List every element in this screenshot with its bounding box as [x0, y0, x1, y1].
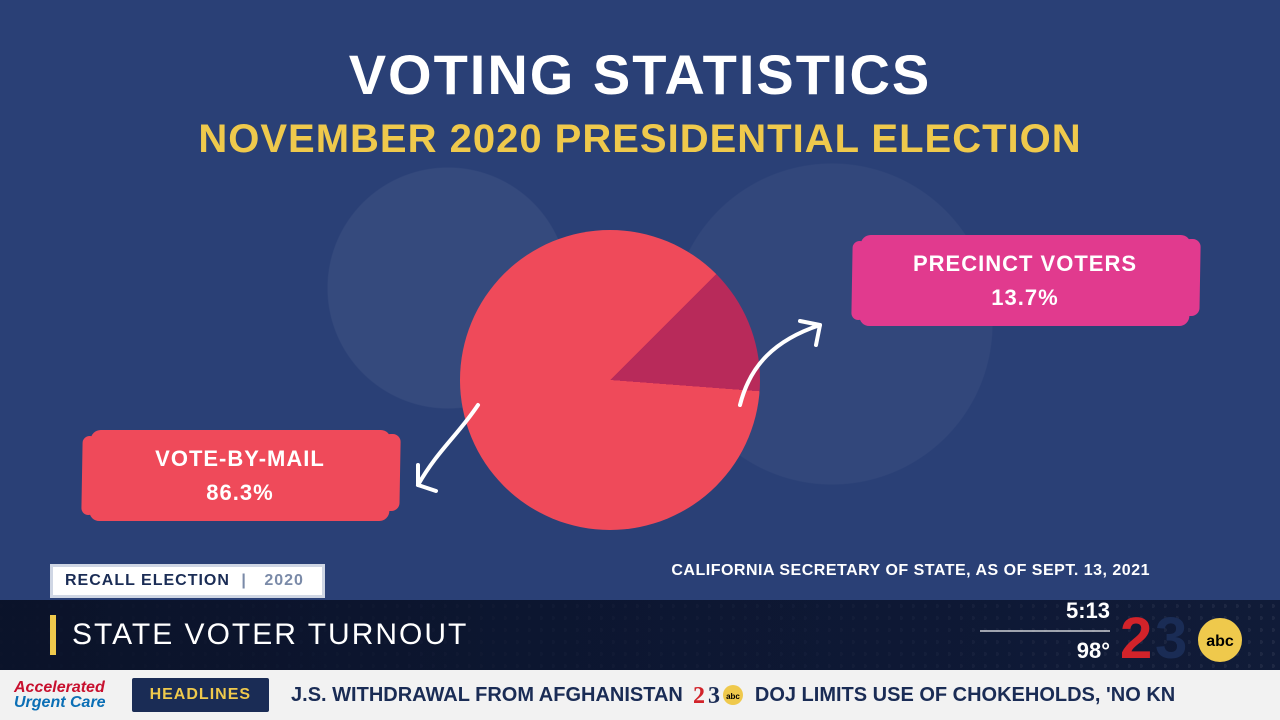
svg-text:3: 3	[1155, 606, 1187, 671]
title-line2: NOVEMBER 2020 PRESIDENTIAL ELECTION	[0, 117, 1280, 162]
ticker-item: DOJ LIMITS USE OF CHOKEHOLDS, 'NO KN	[745, 684, 1185, 707]
pie-chart	[460, 230, 760, 530]
time-temp-divider	[980, 630, 1110, 632]
time-temp: 5:13 98°	[980, 598, 1110, 664]
station-logo-icon: 2 3 abc	[1120, 606, 1250, 672]
label-precinct: PRECINCT VOTERS 13.7%	[860, 235, 1190, 326]
election-tag-year: 2020	[258, 572, 310, 589]
label-precinct-title: PRECINCT VOTERS	[884, 249, 1166, 279]
sponsor-line1: Accelerated	[14, 680, 105, 695]
election-tag-primary: RECALL ELECTION	[65, 572, 230, 589]
svg-text:3: 3	[708, 683, 720, 709]
ticker-mini-logo: 2 3 abc	[693, 681, 745, 709]
clock-time: 5:13	[980, 598, 1110, 624]
label-vbm-title: VOTE-BY-MAIL	[114, 444, 366, 474]
lower-third-title: STATE VOTER TURNOUT	[72, 618, 468, 652]
main-title: VOTING STATISTICS NOVEMBER 2020 PRESIDEN…	[0, 42, 1280, 162]
station-logo-icon: 2 3 abc	[693, 681, 745, 709]
label-precinct-value: 13.7%	[884, 283, 1166, 313]
source-attribution: CALIFORNIA SECRETARY OF STATE, AS OF SEP…	[671, 562, 1150, 580]
temperature: 98°	[980, 638, 1110, 664]
label-vbm: VOTE-BY-MAIL 86.3%	[90, 430, 390, 521]
svg-text:abc: abc	[726, 692, 740, 701]
election-tag-divider: |	[235, 572, 252, 589]
ticker-label: HEADLINES	[132, 678, 269, 712]
svg-text:2: 2	[1120, 606, 1152, 671]
title-line1: VOTING STATISTICS	[0, 42, 1280, 107]
arrow-icon	[720, 305, 840, 425]
broadcast-frame: VOTING STATISTICS NOVEMBER 2020 PRESIDEN…	[0, 0, 1280, 720]
station-logo: 2 3 abc	[1120, 606, 1250, 672]
news-ticker: Accelerated Urgent Care HEADLINES J.S. W…	[0, 670, 1280, 720]
pie-graphic	[460, 230, 760, 530]
label-vbm-value: 86.3%	[114, 478, 366, 508]
election-tag: RECALL ELECTION | 2020	[50, 564, 325, 598]
ticker-sponsor: Accelerated Urgent Care	[0, 680, 120, 710]
arrow-icon	[398, 395, 498, 515]
svg-text:2: 2	[693, 683, 705, 709]
ticker-item: J.S. WITHDRAWAL FROM AFGHANISTAN	[281, 684, 693, 707]
sponsor-line2: Urgent Care	[14, 695, 106, 710]
svg-text:abc: abc	[1206, 633, 1234, 650]
accent-divider	[50, 615, 56, 655]
